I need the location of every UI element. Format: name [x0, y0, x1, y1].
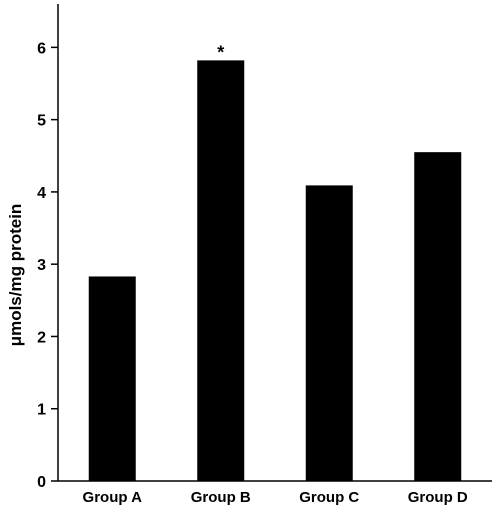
bars — [88, 60, 462, 481]
bar-group-b — [197, 60, 245, 481]
x-tick-label-group-a: Group A — [83, 489, 143, 506]
y-tick-label-0: 0 — [37, 474, 46, 491]
x-tick-label-group-b: Group B — [191, 489, 251, 506]
axes — [57, 4, 492, 482]
x-labels: Group A Group B Group C Group D — [83, 489, 468, 506]
x-tick-label-group-d: Group D — [408, 489, 468, 506]
x-tick-label-group-c: Group C — [299, 489, 359, 506]
y-tick-label-1: 1 — [37, 402, 46, 419]
annotations: * — [217, 42, 224, 62]
y-tick-label-2: 2 — [37, 329, 46, 346]
y-tick-label-3: 3 — [37, 257, 46, 274]
y-axis-title-group: μmols/mg protein — [6, 204, 25, 347]
bar-group-c — [305, 185, 353, 481]
y-tick-label-4: 4 — [37, 185, 46, 202]
bar-group-a — [88, 276, 136, 481]
y-tick-label-6: 6 — [37, 40, 46, 57]
bar-group-d — [414, 152, 462, 481]
y-axis-title: μmols/mg protein — [6, 204, 25, 347]
annotation-group-b: * — [217, 42, 224, 62]
y-ticks: 0 1 2 3 4 5 6 — [37, 40, 58, 491]
y-tick-label-5: 5 — [37, 113, 46, 130]
